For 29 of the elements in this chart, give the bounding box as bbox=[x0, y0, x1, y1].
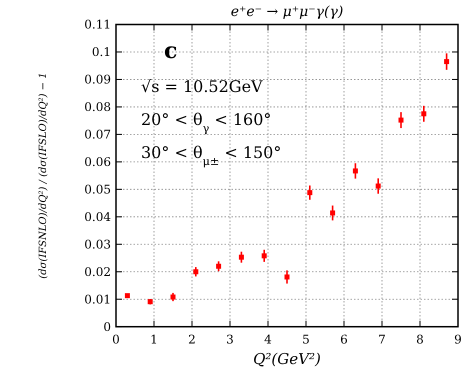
y-tick-label: 0.04 bbox=[84, 210, 112, 224]
annotation: √s = 10.52GeV bbox=[141, 77, 264, 96]
x-tick-label: 9 bbox=[454, 332, 462, 347]
x-tick-label: 7 bbox=[378, 332, 386, 347]
chart-title: e⁺e⁻ → μ⁺μ⁻γ(γ) bbox=[230, 4, 344, 20]
y-tick-label: 0.03 bbox=[84, 237, 111, 252]
annotation: 20° < θ$_{γ}$ < 160° bbox=[141, 110, 272, 134]
x-tick-label: 6 bbox=[340, 332, 348, 347]
x-tick-label: 5 bbox=[302, 332, 310, 347]
y-tick-label: 0.02 bbox=[84, 264, 111, 279]
y-tick-label: 0.09 bbox=[84, 72, 111, 87]
y-tick-label: 0 bbox=[103, 320, 111, 334]
x-tick-label: 4 bbox=[264, 332, 272, 347]
x-tick-label: 1 bbox=[150, 332, 158, 347]
annotation: c bbox=[164, 38, 178, 64]
annotation: 30° < θ$_{μ±}$ < 150° bbox=[141, 143, 282, 168]
y-tick-label: 0.11 bbox=[84, 18, 111, 32]
y-tick-label: 0.07 bbox=[84, 128, 111, 142]
y-axis-title: (dσ(IFSNLO)/dQ²) / (dσ(IFSLO)/dQ²) − 1 bbox=[38, 72, 49, 279]
x-tick-label: 2 bbox=[188, 332, 196, 347]
y-tick-label: 0.06 bbox=[84, 155, 111, 170]
y-tick-label: 0.1 bbox=[92, 45, 111, 60]
y-tick-label: 0.05 bbox=[84, 182, 111, 197]
y-tick-label: 0.01 bbox=[84, 292, 111, 306]
x-tick-label: 0 bbox=[112, 332, 120, 347]
x-axis-title: Q²(GeV²) bbox=[253, 350, 321, 368]
x-tick-label: 8 bbox=[416, 332, 424, 347]
y-tick-label: 0.08 bbox=[84, 100, 111, 114]
x-tick-label: 3 bbox=[226, 332, 234, 347]
